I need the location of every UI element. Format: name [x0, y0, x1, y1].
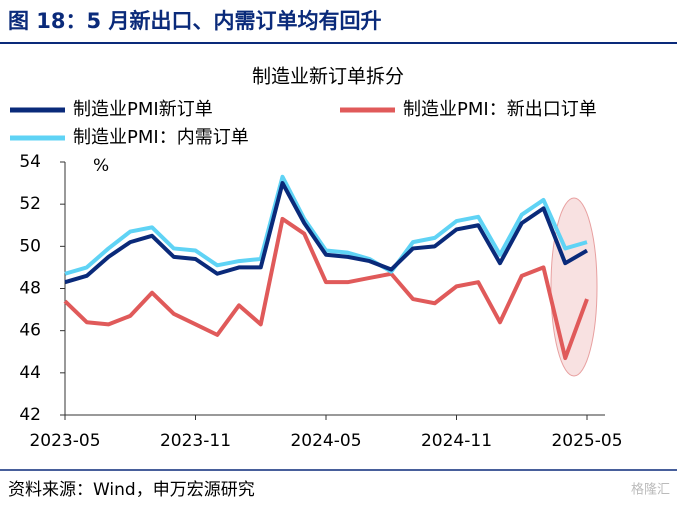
y-tick-label: 42 — [19, 405, 41, 425]
x-tick-label: 2024-05 — [290, 431, 361, 451]
legend-label: 制造业PMI：新出口订单 — [403, 99, 597, 120]
x-tick-label: 2025-05 — [551, 431, 622, 451]
legend-label: 制造业PMI：内需订单 — [73, 127, 249, 148]
chart-title: 制造业新订单拆分 — [252, 66, 404, 88]
series-line — [63, 216, 589, 361]
series-line — [64, 174, 588, 276]
series-line — [64, 181, 589, 285]
x-tick-label: 2023-05 — [29, 431, 100, 451]
y-tick-label: 52 — [19, 194, 41, 214]
y-unit: % — [93, 156, 109, 176]
highlight — [550, 197, 598, 377]
source: 资料来源：Wind，申万宏源研究 — [8, 480, 255, 500]
x-tick-label: 2023-11 — [160, 431, 231, 451]
legend-label: 制造业PMI新订单 — [73, 99, 213, 120]
x-tick-label: 2024-11 — [421, 431, 492, 451]
y-tick-label: 44 — [19, 363, 41, 383]
y-tick-label: 48 — [19, 279, 41, 299]
y-tick-label: 54 — [19, 152, 41, 172]
y-tick-label: 46 — [19, 321, 41, 341]
page-title: 图 18：5 月新出口、内需订单均有回升 — [8, 9, 381, 33]
y-tick-label: 50 — [19, 236, 41, 256]
watermark: 格隆汇 — [631, 482, 670, 498]
